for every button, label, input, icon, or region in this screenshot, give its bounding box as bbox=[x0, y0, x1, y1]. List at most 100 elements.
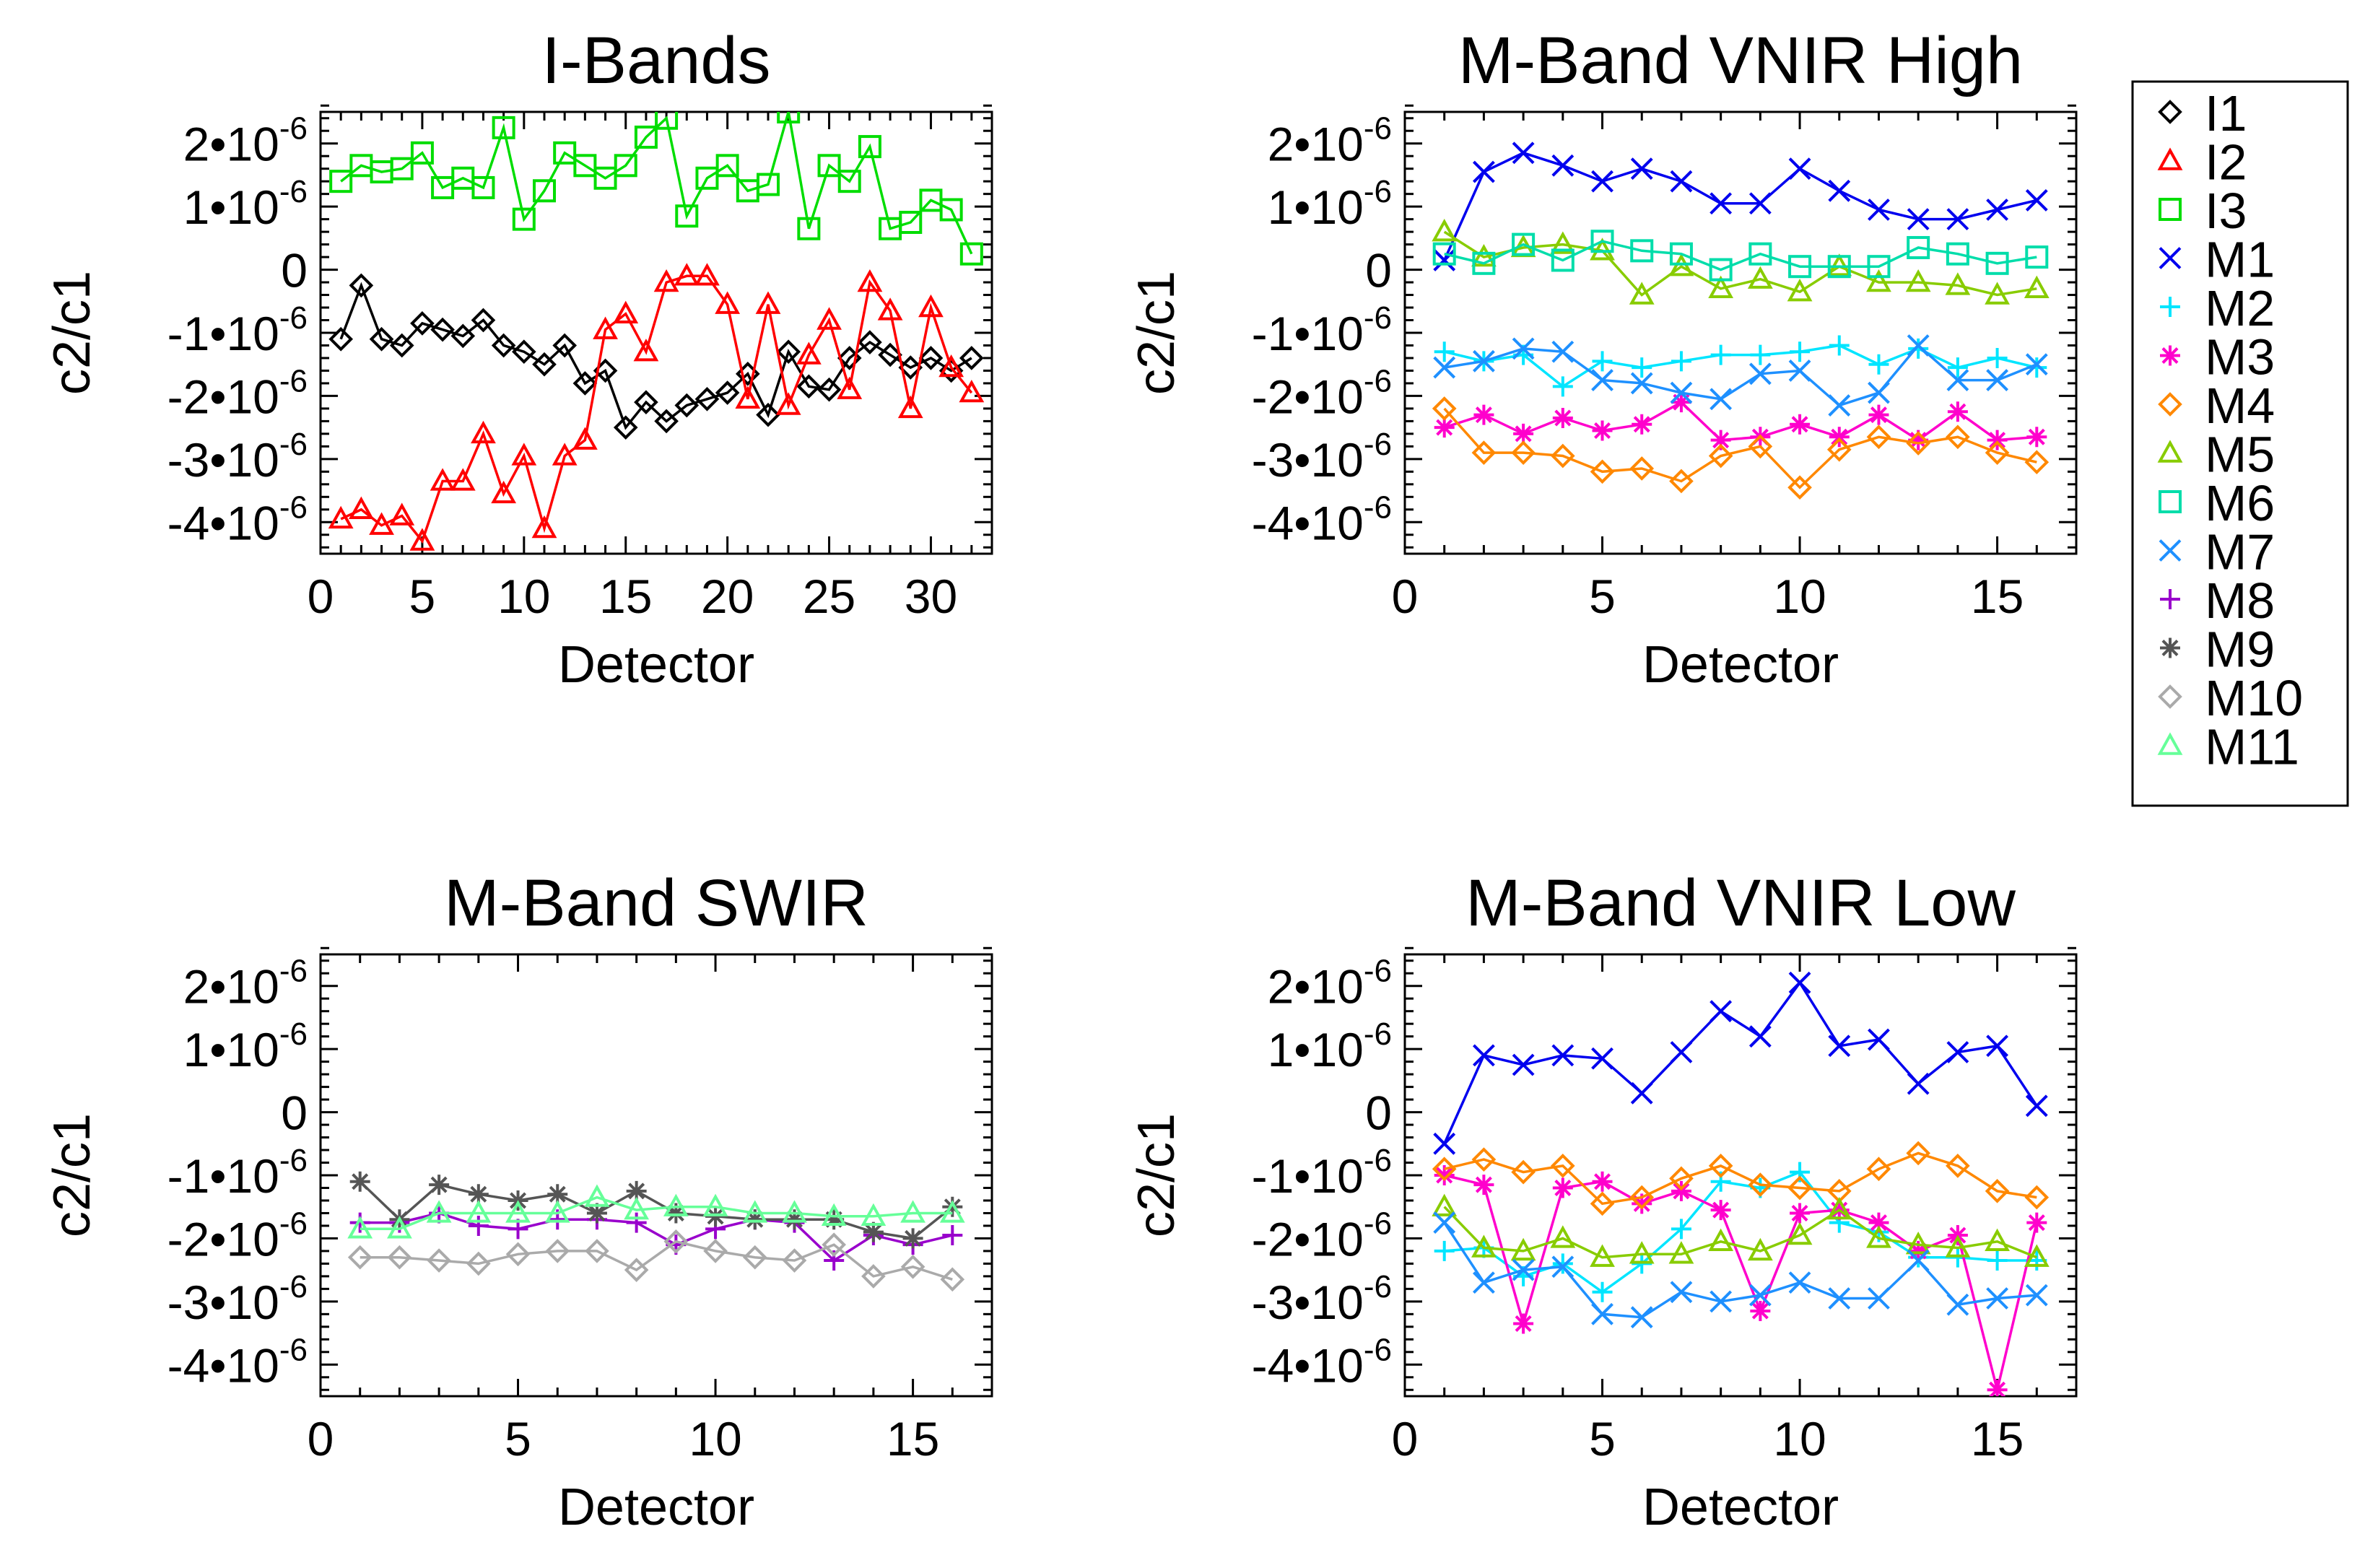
data-point-m2 bbox=[1592, 351, 1613, 372]
data-point-i3 bbox=[858, 135, 881, 159]
data-point-m11 bbox=[821, 1203, 847, 1227]
data-point-m4 bbox=[1866, 1157, 1891, 1182]
data-point-m3 bbox=[1671, 392, 1691, 413]
legend-item-m5: M5 bbox=[2157, 427, 2275, 483]
data-point-i1 bbox=[858, 330, 882, 354]
data-point-m3 bbox=[1908, 430, 1929, 450]
x-tick-label: 15 bbox=[887, 1412, 939, 1465]
legend-marker-m3 bbox=[2160, 345, 2180, 366]
data-point-i2 bbox=[348, 496, 374, 519]
data-point-m11 bbox=[387, 1216, 412, 1239]
y-tick-label: 0 bbox=[1365, 244, 1392, 297]
y-tick-label: -2•10-6 bbox=[167, 363, 308, 423]
data-point-m7 bbox=[1946, 369, 1969, 391]
data-point-m4 bbox=[1946, 424, 1970, 450]
y-tick-label: 1•10-6 bbox=[183, 174, 308, 234]
data-point-m1 bbox=[1868, 199, 1890, 221]
series-line-m2 bbox=[1444, 344, 2037, 388]
data-point-i3 bbox=[410, 141, 434, 165]
data-point-m5 bbox=[1629, 282, 1655, 305]
series-line-m6 bbox=[1444, 240, 2037, 271]
data-point-m9 bbox=[429, 1175, 450, 1195]
y-tick-label: -3•10-6 bbox=[167, 1269, 308, 1329]
data-point-m7 bbox=[1630, 1306, 1653, 1329]
data-point-m1 bbox=[1512, 141, 1535, 165]
x-tick-label: 10 bbox=[1773, 570, 1826, 623]
series-line-m9 bbox=[359, 1180, 954, 1240]
x-axis-label: Detector bbox=[1642, 1478, 1839, 1536]
data-point-m2 bbox=[1908, 338, 1929, 359]
series-line-m11 bbox=[360, 1195, 953, 1231]
data-point-m1 bbox=[1670, 170, 1693, 193]
data-point-m5 bbox=[1668, 253, 1694, 276]
data-point-m4 bbox=[1906, 1141, 1931, 1166]
data-point-m2 bbox=[1710, 344, 1731, 365]
plot-area bbox=[1432, 141, 2050, 500]
series-line-m3 bbox=[1444, 1174, 2039, 1390]
series-line-i2 bbox=[340, 274, 973, 544]
data-point-i3 bbox=[959, 242, 983, 266]
data-point-m4 bbox=[1550, 1154, 1575, 1178]
data-point-i3 bbox=[614, 154, 637, 178]
data-point-i1 bbox=[349, 273, 374, 298]
data-point-m2 bbox=[1592, 1281, 1613, 1302]
data-point-m1 bbox=[1709, 1000, 1733, 1023]
series-line-m1 bbox=[1443, 980, 2038, 1145]
data-point-m3 bbox=[1908, 1240, 1929, 1261]
legend-label: I1 bbox=[2205, 85, 2247, 141]
data-point-i1 bbox=[532, 352, 557, 377]
data-point-m7 bbox=[1709, 388, 1733, 411]
data-point-m5 bbox=[1787, 279, 1813, 302]
data-point-m6 bbox=[1867, 255, 1891, 279]
data-point-m9 bbox=[349, 1171, 370, 1192]
x-tick-label: 5 bbox=[409, 570, 436, 623]
data-point-m1 bbox=[1788, 157, 1811, 180]
data-point-m2 bbox=[1750, 344, 1771, 365]
data-point-m9 bbox=[863, 1221, 884, 1242]
data-point-m10 bbox=[663, 1229, 689, 1254]
data-point-m9 bbox=[547, 1184, 568, 1205]
data-point-i2 bbox=[918, 294, 944, 318]
legend-item-m4: M4 bbox=[2158, 378, 2275, 434]
x-tick-label: 30 bbox=[905, 570, 957, 623]
data-point-i1 bbox=[878, 342, 902, 367]
data-point-m6 bbox=[1590, 230, 1614, 253]
data-point-m6 bbox=[1630, 239, 1654, 263]
y-tick-label: 1•10-6 bbox=[183, 1016, 308, 1076]
data-point-m4 bbox=[1471, 440, 1497, 465]
data-point-m5 bbox=[1747, 1237, 1773, 1261]
data-point-m7 bbox=[1788, 1271, 1811, 1294]
data-point-m3 bbox=[1868, 404, 1889, 425]
data-point-m5 bbox=[1432, 218, 1458, 242]
y-tick-label: -1•10-6 bbox=[1252, 300, 1392, 360]
legend-marker-m10 bbox=[2158, 684, 2182, 709]
data-point-m5 bbox=[1471, 1234, 1497, 1258]
data-point-m5 bbox=[1866, 1225, 1891, 1248]
data-point-m5 bbox=[1510, 1237, 1536, 1261]
series-line-m5 bbox=[1443, 1206, 2037, 1259]
legend-marker-m9 bbox=[2160, 637, 2180, 658]
legend-label: M9 bbox=[2205, 622, 2275, 678]
data-point-i3 bbox=[817, 154, 841, 178]
data-point-m7 bbox=[1472, 1271, 1495, 1294]
data-point-m7 bbox=[1433, 356, 1456, 379]
data-point-m7 bbox=[1907, 334, 1930, 357]
data-point-m7 bbox=[1986, 369, 2009, 391]
data-point-i2 bbox=[715, 291, 741, 314]
data-point-m1 bbox=[1472, 160, 1495, 183]
data-point-m1 bbox=[1591, 170, 1613, 193]
data-point-m10 bbox=[861, 1264, 886, 1289]
data-point-m1 bbox=[1986, 1035, 2009, 1058]
data-point-m10 bbox=[387, 1245, 412, 1270]
data-point-m5 bbox=[1945, 1234, 1971, 1258]
data-point-m3 bbox=[1987, 430, 2008, 450]
data-point-m3 bbox=[1790, 414, 1811, 435]
chart-title: M-Band VNIR High bbox=[1458, 24, 2023, 97]
data-point-i1 bbox=[918, 346, 944, 370]
data-point-i2 bbox=[430, 468, 456, 491]
legend-item-m1: M1 bbox=[2159, 232, 2275, 288]
data-point-m3 bbox=[1552, 408, 1573, 429]
x-tick-label: 15 bbox=[1971, 1412, 2024, 1465]
legend-marker-i2 bbox=[2157, 147, 2183, 170]
